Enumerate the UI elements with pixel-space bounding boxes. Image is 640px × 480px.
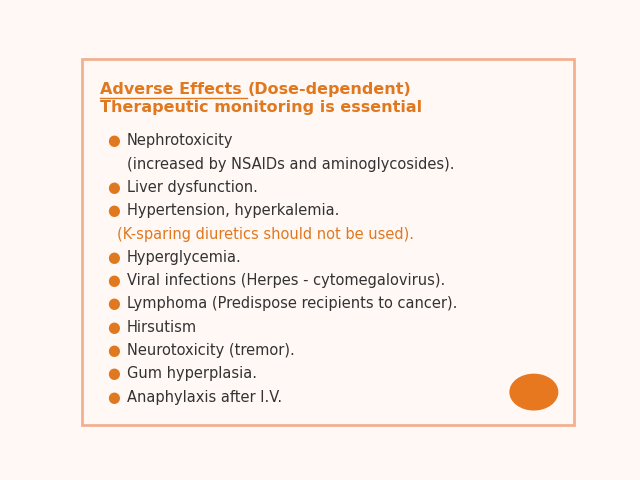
Text: Anaphylaxis after I.V.: Anaphylaxis after I.V. — [127, 389, 282, 405]
FancyBboxPatch shape — [83, 60, 573, 425]
Text: ●: ● — [108, 203, 120, 218]
Text: Hyperglycemia.: Hyperglycemia. — [127, 250, 242, 265]
Text: ●: ● — [108, 133, 120, 148]
Text: Neurotoxicity (tremor).: Neurotoxicity (tremor). — [127, 343, 295, 358]
Text: ●: ● — [108, 180, 120, 195]
Text: ●: ● — [108, 389, 120, 405]
Text: Gum hyperplasia.: Gum hyperplasia. — [127, 366, 257, 381]
Text: Viral infections (Herpes - cytomegalovirus).: Viral infections (Herpes - cytomegalovir… — [127, 273, 445, 288]
Text: Nephrotoxicity: Nephrotoxicity — [127, 133, 234, 148]
Text: Therapeutic monitoring is essential: Therapeutic monitoring is essential — [100, 100, 422, 115]
Text: Hirsutism: Hirsutism — [127, 320, 197, 335]
Text: ●: ● — [108, 343, 120, 358]
Text: ●: ● — [108, 296, 120, 312]
Text: ●: ● — [108, 366, 120, 381]
Circle shape — [510, 374, 557, 410]
Text: Hypertension, hyperkalemia.: Hypertension, hyperkalemia. — [127, 203, 339, 218]
Text: ●: ● — [108, 320, 120, 335]
Text: Liver dysfunction.: Liver dysfunction. — [127, 180, 258, 195]
Text: Lymphoma (Predispose recipients to cancer).: Lymphoma (Predispose recipients to cance… — [127, 296, 458, 312]
Text: ●: ● — [108, 273, 120, 288]
Text: (Dose-dependent): (Dose-dependent) — [247, 82, 411, 96]
Text: (increased by NSAIDs and aminoglycosides).: (increased by NSAIDs and aminoglycosides… — [127, 156, 454, 172]
Text: (K-sparing diuretics should not be used).: (K-sparing diuretics should not be used)… — [117, 227, 414, 241]
Text: ●: ● — [108, 250, 120, 265]
Text: Adverse Effects: Adverse Effects — [100, 82, 247, 96]
